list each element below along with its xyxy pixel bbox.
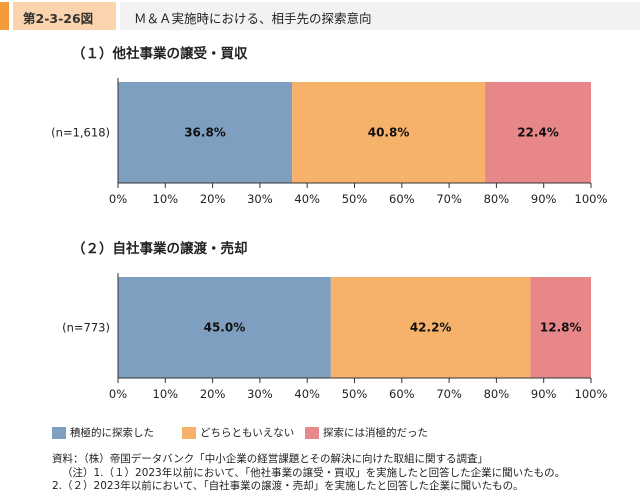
- chart2-x-tick-label: 30%: [247, 387, 273, 401]
- chart2-x-tick-label: 80%: [484, 387, 510, 401]
- legend-swatch-active: [52, 426, 66, 439]
- chart1-title: （１）他社事業の譲受・買収: [72, 46, 248, 62]
- chart1-x-tick-label: 60%: [389, 192, 415, 206]
- chart1-bar-segment-1: [118, 82, 293, 183]
- chart1-x-tick-label: 80%: [484, 192, 510, 206]
- chart1-x-tick-label: 70%: [436, 192, 462, 206]
- chart2-x-tick-label: 60%: [389, 387, 415, 401]
- legend-item-neutral: どちらともいえない: [182, 425, 294, 440]
- chart2-bar-segment-2: [330, 277, 531, 378]
- chart1-data-label-1: 36.8%: [184, 126, 226, 140]
- chart2-data-label-3: 12.8%: [540, 321, 582, 335]
- chart2-x-tick-label: 0%: [109, 387, 127, 401]
- chart2-category-label: (n=773): [62, 321, 110, 335]
- figure-id-box: 第2-3-26図: [13, 2, 116, 30]
- chart2-x-tick-label: 50%: [342, 387, 368, 401]
- footnote-2: 2.（２）2023年以前において、「自社事業の譲渡・売却」を実施したと回答した企…: [52, 480, 524, 492]
- chart1-x-tick-label: 10%: [153, 192, 179, 206]
- chart2-data-label-2: 42.2%: [410, 321, 452, 335]
- chart2-x-tick-label: 100%: [575, 387, 608, 401]
- chart1-x-tick-label: 100%: [575, 192, 608, 206]
- chart2-x-tick-label: 10%: [153, 387, 179, 401]
- chart1-x-tick-label: 30%: [247, 192, 273, 206]
- chart1-x-tick-label: 20%: [200, 192, 226, 206]
- chart2-data-label-1: 45.0%: [204, 321, 246, 335]
- legend-swatch-passive: [305, 426, 319, 439]
- figure-id: 第2-3-26図: [23, 11, 94, 26]
- chart1-category-label: (n=1,618): [51, 126, 110, 140]
- chart2-x-tick-label: 40%: [294, 387, 320, 401]
- chart1-x-tick-label: 40%: [294, 192, 320, 206]
- chart2-x-tick-label: 70%: [436, 387, 462, 401]
- chart-legend: 積極的に探索した どちらともいえない 探索には消極的だった: [52, 425, 632, 443]
- figure-title: Ｍ＆Ａ実施時における、相手先の探索意向: [134, 11, 372, 26]
- chart1-data-label-2: 40.8%: [368, 126, 410, 140]
- legend-label-neutral: どちらともいえない: [200, 427, 295, 439]
- chart1-x-tick-label: 90%: [531, 192, 557, 206]
- chart2-x-tick-label: 90%: [531, 387, 557, 401]
- legend-label-passive: 探索には消極的だった: [323, 427, 428, 439]
- figure-title-box: Ｍ＆Ａ実施時における、相手先の探索意向: [120, 2, 640, 30]
- footnote-1: （注）1.（１）2023年以前において、「他社事業の譲受・買収」を実施したと回答…: [62, 466, 566, 479]
- figure-header: 第2-3-26図 Ｍ＆Ａ実施時における、相手先の探索意向: [0, 0, 640, 34]
- chart2-bar-segment-3: [530, 277, 591, 378]
- chart1-x-tick-label: 50%: [342, 192, 368, 206]
- legend-item-active: 積極的に探索した: [52, 425, 154, 440]
- legend-label-active: 積極的に探索した: [70, 427, 154, 439]
- chart1-bar-segment-3: [485, 82, 591, 183]
- legend-item-passive: 探索には消極的だった: [305, 425, 428, 440]
- source-notes: 資料：（株）帝国データバンク「中小企業の経営課題とその解決に向けた取組に関する調…: [52, 453, 565, 494]
- legend-swatch-neutral: [182, 426, 196, 439]
- chart1-bar-segment-2: [292, 82, 486, 183]
- header-accent-bar: [0, 2, 9, 30]
- chart1-x-tick-label: 0%: [109, 192, 127, 206]
- chart2-bar-segment-1: [118, 277, 331, 378]
- chart1-data-label-3: 22.4%: [517, 126, 559, 140]
- chart2-x-tick-label: 20%: [200, 387, 226, 401]
- source-note: 資料：（株）帝国データバンク「中小企業の経営課題とその解決に向けた取組に関する調…: [52, 453, 488, 465]
- chart2-title: （２）自社事業の譲渡・売却: [72, 241, 248, 257]
